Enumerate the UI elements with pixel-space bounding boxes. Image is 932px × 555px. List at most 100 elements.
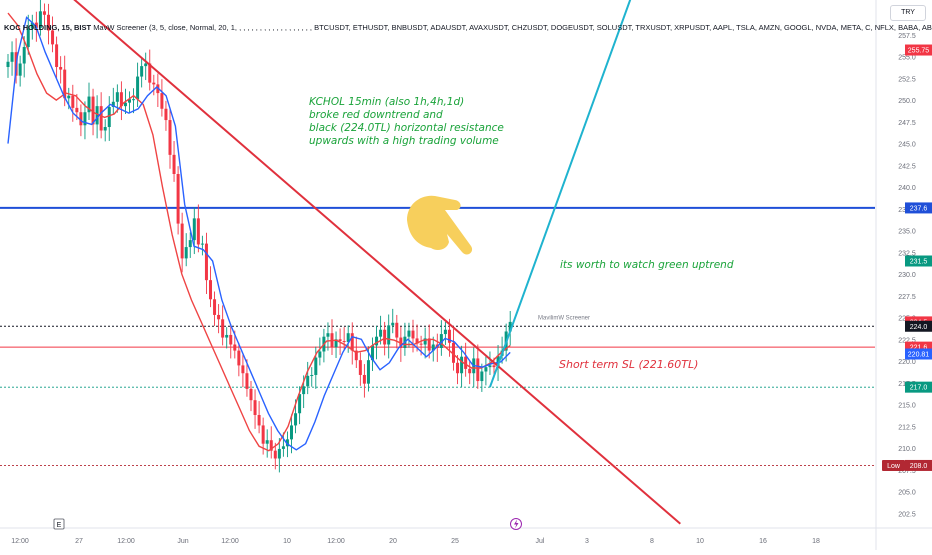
candle-body-27: [115, 92, 119, 102]
y-tick-257.5: 257.5: [898, 33, 916, 40]
candle-body-74: [306, 375, 310, 387]
candle-body-119: [488, 365, 492, 368]
candle-body-35: [148, 63, 152, 83]
x-tick-10: 3: [585, 538, 589, 545]
trendline-uptrend: [489, 0, 632, 388]
candle-body-34: [144, 63, 148, 67]
candle-body-56: [233, 344, 237, 351]
y-tick-212.5: 212.5: [898, 424, 916, 431]
x-tick-5: 10: [283, 538, 291, 545]
moving-average-red: [7, 12, 511, 452]
candle-body-4: [22, 46, 26, 64]
candle-body-83: [342, 341, 346, 343]
candle-body-8: [38, 11, 42, 28]
candle-body-48: [200, 243, 204, 245]
candle-body-54: [225, 334, 229, 338]
y-tick-207.5: 207.5: [898, 468, 916, 475]
candle-body-41: [172, 154, 176, 174]
candle-body-118: [484, 367, 488, 372]
candle-body-7: [34, 22, 38, 28]
candle-body-57: [237, 350, 241, 366]
candle-body-1: [10, 52, 14, 62]
candle-body-71: [294, 413, 298, 426]
price-badge-224.0: 224.0: [910, 324, 928, 331]
candle-body-110: [452, 342, 455, 363]
candle-body-62: [257, 414, 261, 426]
candle-body-109: [447, 329, 451, 343]
candle-body-47: [196, 218, 200, 245]
y-tick-230: 230.0: [898, 272, 916, 279]
main-annotation: KCHOL 15min (also 1h,4h,1d) broke red do…: [309, 96, 504, 148]
price-badge-bg-221.6: [905, 341, 932, 353]
y-tick-240: 240.0: [898, 185, 916, 192]
candle-body-103: [423, 338, 427, 345]
candle-body-61: [253, 400, 257, 415]
candle-body-81: [334, 339, 338, 348]
stoploss-annotation: Short term SL (221.60TL): [559, 358, 699, 371]
candle-body-13: [59, 66, 63, 70]
candle-body-22: [95, 106, 99, 125]
y-tick-205: 205.0: [898, 490, 916, 497]
candle-body-79: [326, 333, 330, 337]
candle-body-69: [285, 439, 289, 447]
x-tick-4: 12:00: [221, 538, 239, 545]
price-badge-prefix: Low: [887, 463, 901, 470]
candle-body-36: [152, 82, 156, 85]
candle-body-42: [176, 174, 180, 224]
price-badge-bg-220.81: [905, 348, 932, 360]
y-tick-220: 220.0: [898, 359, 916, 366]
candle-body-30: [128, 99, 131, 103]
candle-body-104: [427, 338, 431, 351]
y-tick-227.5: 227.5: [898, 294, 916, 301]
candle-body-70: [290, 425, 293, 440]
candle-body-60: [249, 388, 253, 401]
candle-body-38: [160, 93, 164, 109]
candle-body-9: [42, 11, 46, 15]
candle-body-99: [407, 330, 411, 337]
y-tick-235: 235.0: [898, 229, 916, 236]
candle-body-121: [496, 355, 500, 368]
candle-body-77: [318, 351, 322, 358]
price-badge-prefix-bg: [882, 459, 905, 471]
candle-body-0: [6, 61, 10, 67]
candle-body-31: [132, 99, 136, 101]
x-tick-7: 20: [389, 538, 397, 545]
annotation-line-4: upwards with a high trading volume: [309, 135, 499, 147]
indicator-legend: MavW Screener (3, 5, close, Normal, 20, …: [93, 23, 932, 32]
candle-body-85: [350, 333, 354, 351]
candle-body-6: [30, 22, 34, 29]
price-badge-bg-231.5: [905, 255, 932, 267]
candle-body-68: [281, 446, 285, 449]
candle-body-40: [168, 120, 172, 155]
candle-body-120: [492, 365, 496, 368]
candle-body-84: [346, 333, 350, 342]
candle-body-25: [107, 107, 111, 128]
candle-body-10: [47, 14, 50, 31]
candle-body-63: [261, 425, 265, 444]
y-tick-250: 250.0: [898, 98, 916, 105]
x-tick-0: 12:00: [11, 538, 29, 545]
price-badge-bg-208.0: [905, 459, 932, 471]
candle-body-95: [391, 322, 395, 326]
candle-body-50: [209, 280, 212, 300]
y-tick-242.5: 242.5: [898, 163, 916, 170]
currency-badge[interactable]: TRY: [890, 5, 926, 21]
candle-body-43: [180, 223, 184, 259]
candle-body-100: [411, 330, 415, 339]
trendline-downtrend: [73, 0, 681, 525]
candle-body-94: [387, 325, 391, 345]
price-badge-208.0: 208.0: [910, 463, 928, 470]
price-badge-bg-255.75: [905, 44, 932, 56]
price-badge-bg-224.0: [905, 320, 932, 332]
candle-body-96: [395, 322, 399, 338]
earnings-e-icon[interactable]: [53, 518, 65, 530]
candle-body-39: [164, 108, 168, 121]
candle-body-112: [460, 356, 464, 374]
x-tick-11: 8: [650, 538, 654, 545]
chart-header: KOC HOLDING, 15, BIST MavW Screener (3, …: [4, 23, 932, 32]
price-badge-255.75: 255.75: [908, 48, 930, 55]
candle-body-89: [366, 360, 370, 384]
y-tick-232.5: 232.5: [898, 250, 916, 257]
